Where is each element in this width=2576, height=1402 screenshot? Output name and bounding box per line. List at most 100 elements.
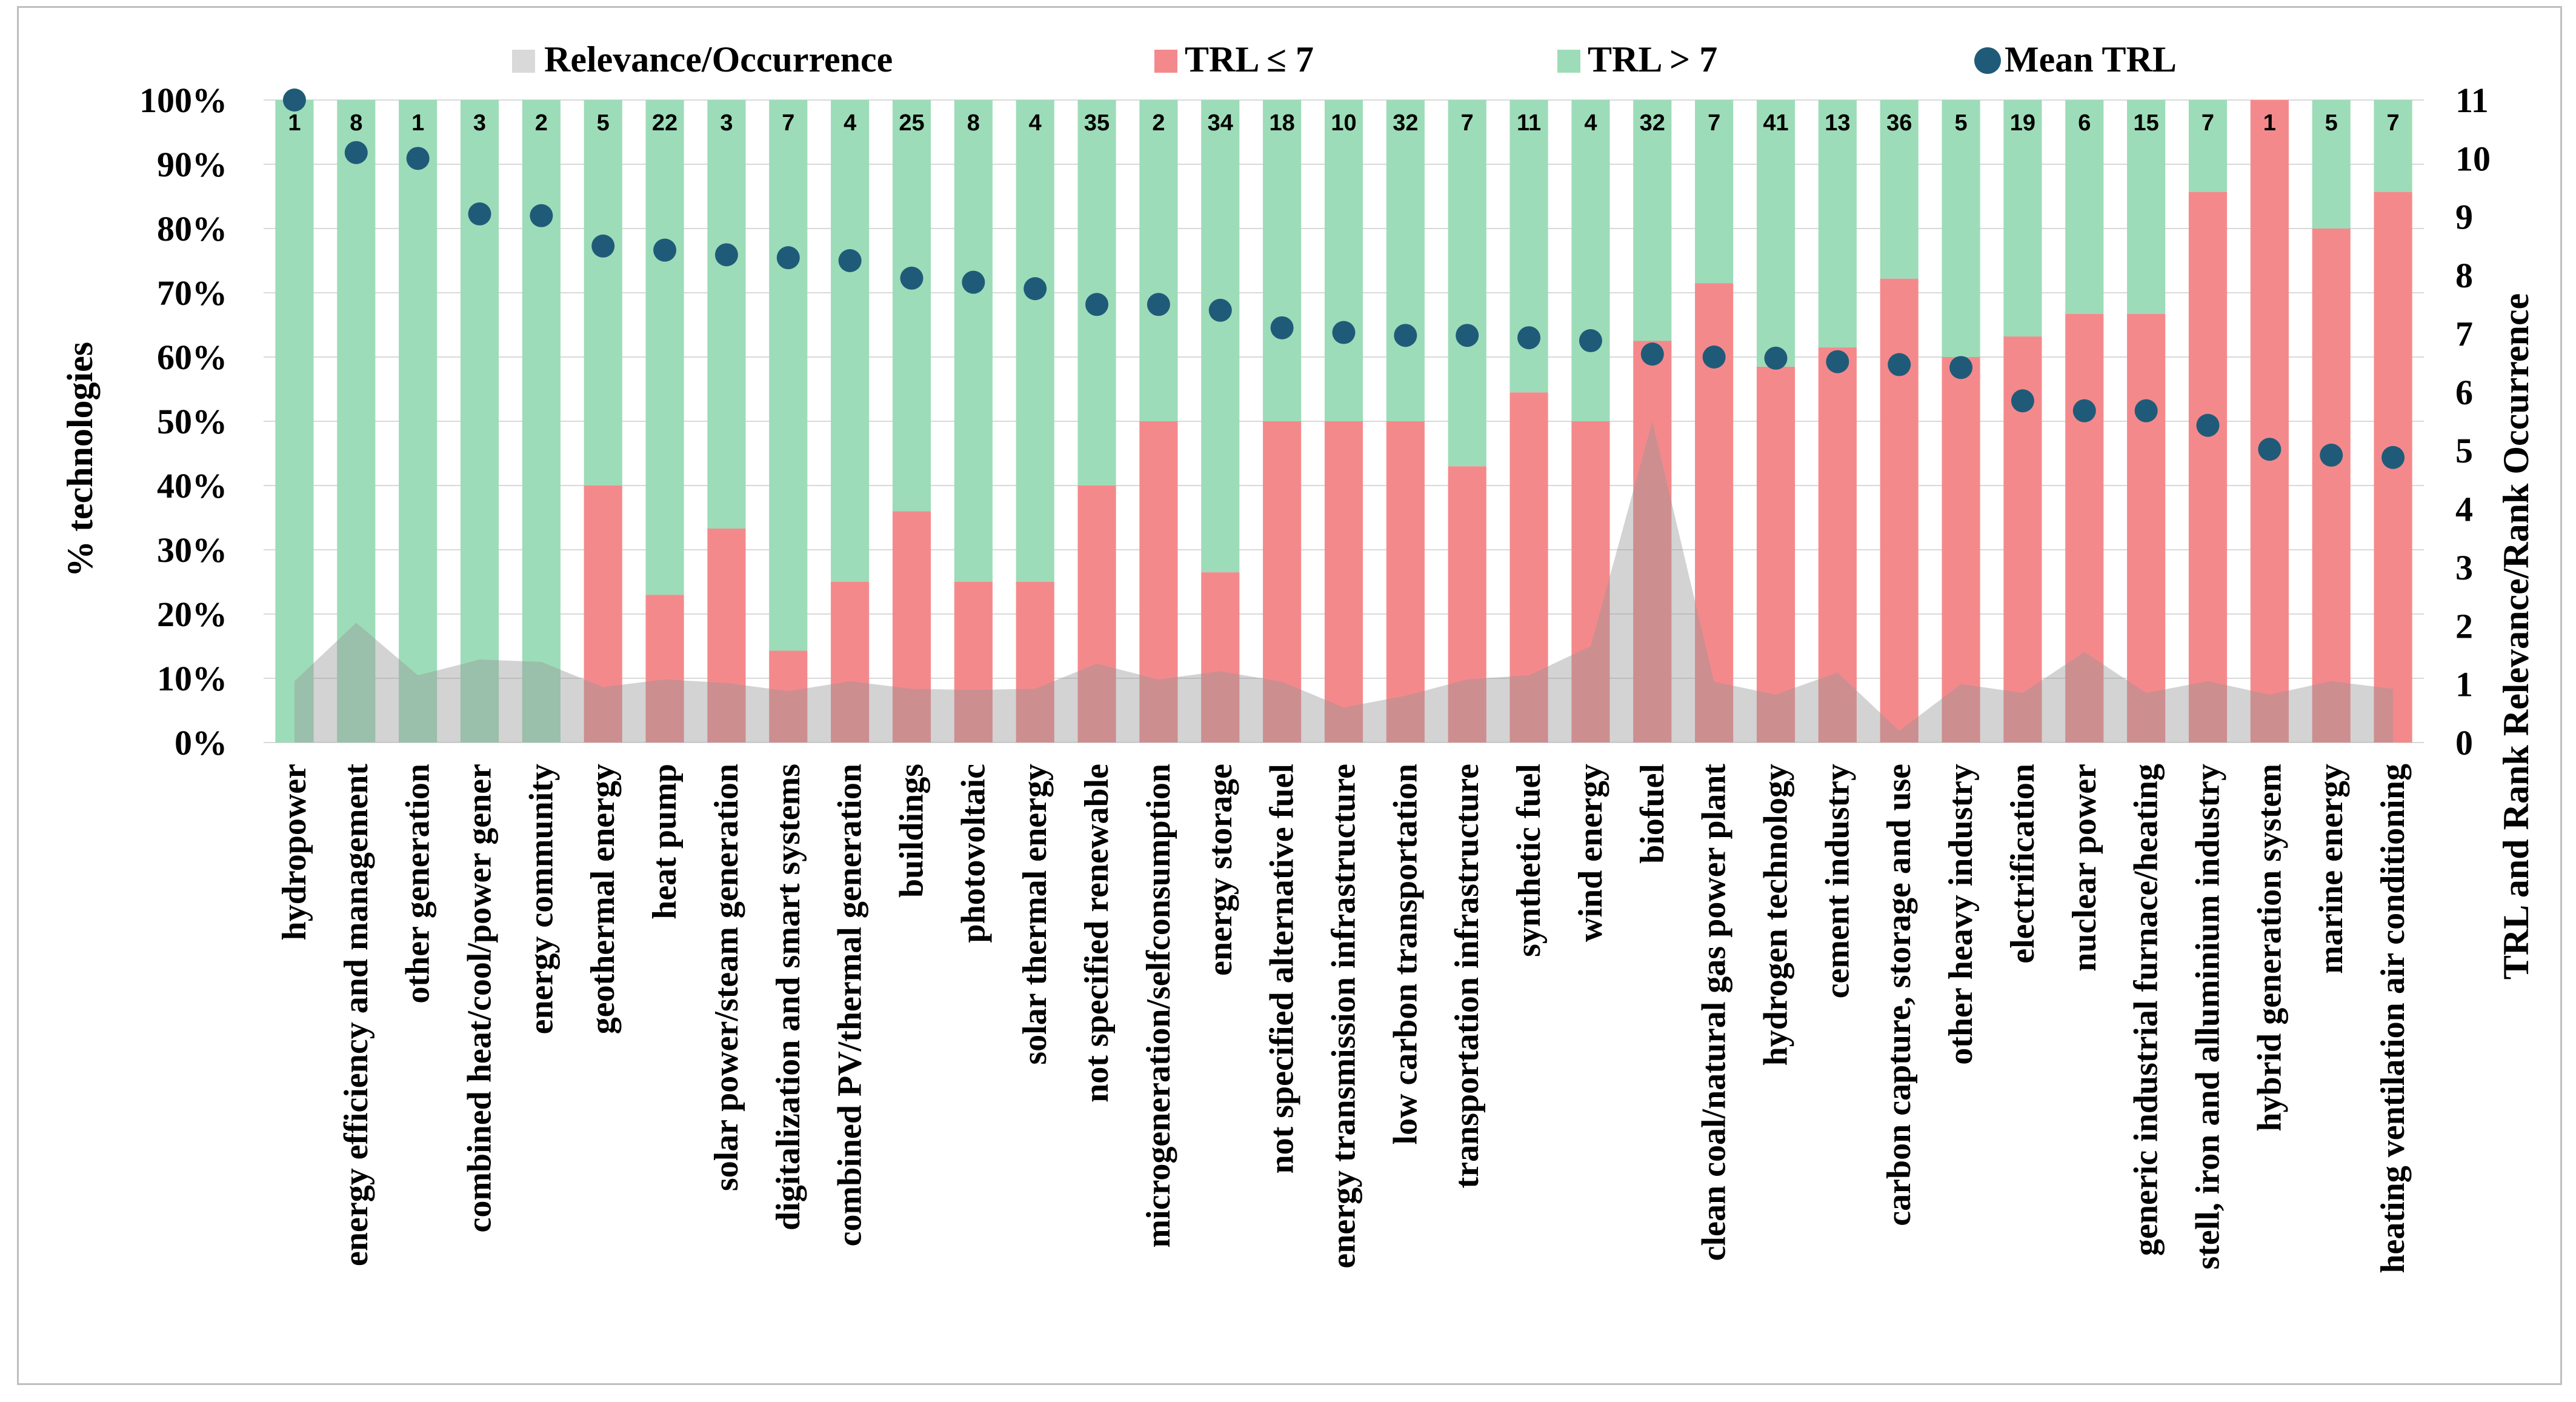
mean-trl-point	[714, 243, 738, 267]
bar-trl-low	[892, 511, 931, 743]
category-label: low carbon transportation	[1386, 764, 1424, 1144]
mean-trl-point	[1208, 298, 1232, 322]
bar-trl-high	[460, 100, 499, 743]
mean-trl-point	[653, 238, 677, 262]
category-label: nuclear power	[2066, 764, 2103, 972]
bar-count-label: 25	[899, 110, 924, 136]
category-label: geothermal energy	[584, 764, 622, 1034]
bar-count-label: 1	[288, 110, 301, 136]
category-label: not specified renewable	[1078, 764, 1116, 1103]
bar-count-label: 35	[1084, 110, 1110, 136]
bar-trl-low	[2312, 229, 2351, 743]
bar-count-label: 5	[1955, 110, 1968, 136]
bar-trl-high	[645, 100, 684, 595]
category-label: combined heat/cool/power gener	[461, 764, 499, 1233]
bar-count-label: 7	[1708, 110, 1720, 136]
bar-trl-high	[1077, 100, 1116, 486]
relevance-area	[294, 421, 2394, 743]
bar-trl-high	[769, 100, 808, 651]
legend: Relevance/Occurrence TRL ≤ 7 TRL > 7 Mea…	[512, 39, 2177, 79]
mean-trl-point	[1517, 326, 1541, 350]
legend-label-trl-low: TRL ≤ 7	[1185, 39, 1314, 79]
mean-trl-point	[962, 270, 985, 294]
mean-trl-point	[2134, 399, 2158, 422]
mean-trl-point	[1640, 342, 1664, 366]
bar-count-label: 1	[2263, 110, 2276, 136]
category-label: transportation infrastructure	[1448, 764, 1486, 1188]
bar-count-label: 1	[411, 110, 424, 136]
bar-count-label: 2	[535, 110, 548, 136]
left-axis-title: % technologies	[60, 342, 100, 577]
bar-count-label: 4	[1029, 110, 1042, 136]
category-label: energy storage	[1202, 764, 1239, 976]
bar-labels: 1 8 1 3 2 5 22 3 7 4 25 8 4 35 2 34 18 10 32 7 11 4 32 7 41 13 36 5…	[288, 110, 2399, 136]
category-label: marine energy	[2312, 764, 2350, 974]
category-label: carbon capture, storage and use	[1880, 764, 1918, 1226]
bar-trl-high	[337, 100, 376, 743]
left-tick-label: 80%	[157, 209, 227, 249]
bar-count-label: 36	[1886, 110, 1912, 136]
bar-count-label: 13	[1825, 110, 1850, 136]
right-tick-label: 0	[2455, 723, 2473, 763]
bar-trl-high	[707, 100, 746, 529]
right-tick-label: 5	[2455, 431, 2473, 470]
category-label: hybrid generation system	[2251, 764, 2288, 1132]
bar-trl-low	[1818, 347, 1857, 743]
right-axis-ticks: 0 1 2 3 4 5 6 7 8 9 10 11	[2455, 81, 2491, 763]
legend-swatch-relevance	[512, 50, 535, 73]
bar-trl-high	[1263, 100, 1302, 421]
category-label: microgeneration/selfconsumption	[1140, 764, 1177, 1247]
mean-trl-point	[2072, 399, 2096, 422]
mean-trl-point	[406, 147, 430, 170]
trl-low-bars	[584, 100, 2412, 743]
bar-count-label: 8	[350, 110, 362, 136]
bar-count-label: 3	[720, 110, 733, 136]
bar-count-label: 18	[1270, 110, 1295, 136]
bar-trl-high	[1201, 100, 1240, 573]
bar-trl-low	[1077, 486, 1116, 743]
left-tick-label: 90%	[157, 145, 227, 184]
bar-trl-high	[892, 100, 931, 512]
category-label: heating ventilation air conditioning	[2374, 764, 2412, 1273]
mean-trl-point	[1456, 324, 1479, 347]
legend-label-mean: Mean TRL	[2005, 39, 2177, 79]
bar-trl-high	[1448, 100, 1486, 467]
right-tick-label: 11	[2455, 81, 2489, 120]
bar-count-label: 32	[1640, 110, 1665, 136]
bar-count-label: 11	[1517, 110, 1541, 136]
left-tick-label: 10%	[157, 659, 227, 698]
mean-trl-point	[1826, 350, 1849, 373]
category-label: buildings	[893, 764, 931, 898]
bar-trl-high	[1139, 100, 1178, 421]
mean-trl-point	[344, 141, 368, 164]
right-tick-label: 10	[2455, 139, 2491, 178]
bar-trl-high	[1942, 100, 1980, 357]
right-tick-label: 8	[2455, 256, 2473, 295]
bar-trl-low	[1448, 466, 1486, 743]
right-tick-label: 4	[2455, 490, 2473, 529]
left-tick-label: 0%	[175, 723, 227, 763]
category-label: energy community	[522, 764, 560, 1034]
legend-label-trl-high: TRL > 7	[1588, 39, 1717, 79]
chart-frame	[17, 6, 2562, 1385]
category-label: wind energy	[1572, 764, 1609, 942]
mean-trl-point	[1764, 346, 1788, 370]
bar-trl-high	[275, 100, 314, 743]
bar-trl-high	[2374, 100, 2412, 192]
bar-trl-low	[1263, 421, 1302, 743]
category-label: generic industrial furnace/heating	[2128, 764, 2165, 1256]
bar-trl-high	[954, 100, 993, 582]
bar-count-label: 7	[1461, 110, 1474, 136]
category-labels: hydropower energy efficiency and manageme…	[276, 764, 2412, 1273]
mean-trl-point	[2320, 443, 2343, 467]
right-tick-label: 3	[2455, 548, 2473, 587]
mean-trl-point	[1888, 353, 1911, 376]
mean-trl-point	[2258, 438, 2281, 461]
bar-trl-high	[522, 100, 561, 743]
bar-trl-high	[1756, 100, 1796, 367]
bar-trl-high	[2065, 100, 2104, 314]
legend-swatch-trl-high	[1557, 50, 1580, 73]
right-tick-label: 9	[2455, 198, 2473, 237]
bar-trl-low	[1756, 366, 1796, 743]
bar-count-label: 32	[1393, 110, 1418, 136]
